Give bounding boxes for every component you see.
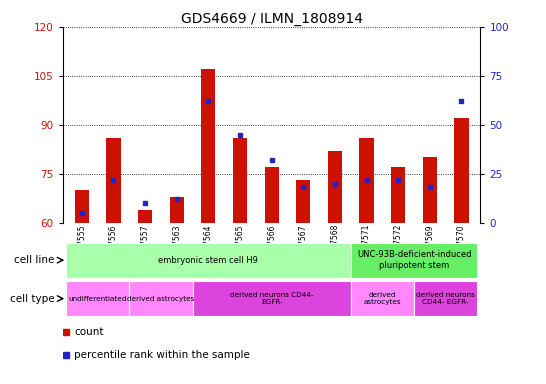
Bar bbox=[233, 138, 247, 223]
Bar bbox=[106, 138, 121, 223]
Bar bbox=[66, 243, 351, 278]
Text: count: count bbox=[74, 327, 104, 337]
Text: derived neurons
CD44- EGFR-: derived neurons CD44- EGFR- bbox=[416, 292, 475, 305]
Bar bbox=[170, 197, 184, 223]
Bar bbox=[414, 281, 477, 316]
Text: derived astrocytes: derived astrocytes bbox=[127, 296, 194, 301]
Text: derived
astrocytes: derived astrocytes bbox=[364, 292, 401, 305]
Bar bbox=[264, 167, 279, 223]
Text: cell type: cell type bbox=[10, 293, 55, 304]
Text: derived neurons CD44-
EGFR-: derived neurons CD44- EGFR- bbox=[230, 292, 313, 305]
Text: percentile rank within the sample: percentile rank within the sample bbox=[74, 350, 251, 360]
Bar bbox=[138, 210, 152, 223]
Bar bbox=[328, 151, 342, 223]
Bar bbox=[351, 243, 477, 278]
Text: embryonic stem cell H9: embryonic stem cell H9 bbox=[158, 256, 258, 265]
Bar bbox=[423, 157, 437, 223]
Text: UNC-93B-deficient-induced
pluripotent stem: UNC-93B-deficient-induced pluripotent st… bbox=[357, 250, 471, 270]
Bar bbox=[201, 70, 216, 223]
Title: GDS4669 / ILMN_1808914: GDS4669 / ILMN_1808914 bbox=[181, 12, 363, 26]
Bar bbox=[75, 190, 89, 223]
Bar bbox=[193, 281, 351, 316]
Bar bbox=[391, 167, 405, 223]
Bar bbox=[129, 281, 193, 316]
Bar bbox=[454, 118, 468, 223]
Bar bbox=[351, 281, 414, 316]
Bar bbox=[66, 281, 129, 316]
Text: cell line: cell line bbox=[14, 255, 55, 265]
Bar bbox=[296, 180, 310, 223]
Text: undifferentiated: undifferentiated bbox=[68, 296, 127, 301]
Bar bbox=[359, 138, 373, 223]
